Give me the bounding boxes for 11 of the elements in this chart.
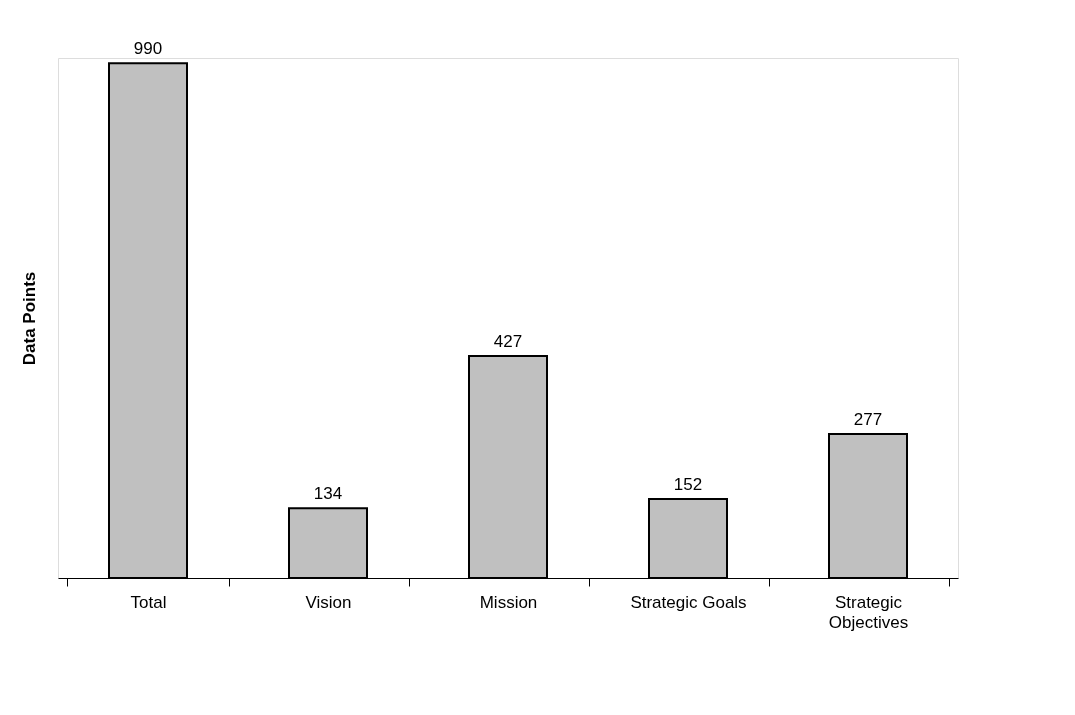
x-tick-label: Vision (305, 592, 352, 612)
data-label: 427 (493, 331, 523, 351)
x-tick-label: Strategic Goals (630, 592, 747, 612)
data-label: 277 (853, 409, 883, 429)
y-axis-title: Data Points (19, 271, 39, 366)
data-label: 990 (133, 39, 163, 59)
x-tick-label: Strategic Objectives (828, 592, 909, 632)
data-label: 152 (673, 474, 703, 494)
x-tick-label: Total (130, 592, 167, 612)
data-label: 134 (313, 484, 343, 504)
x-tick-label: Mission (479, 592, 538, 612)
